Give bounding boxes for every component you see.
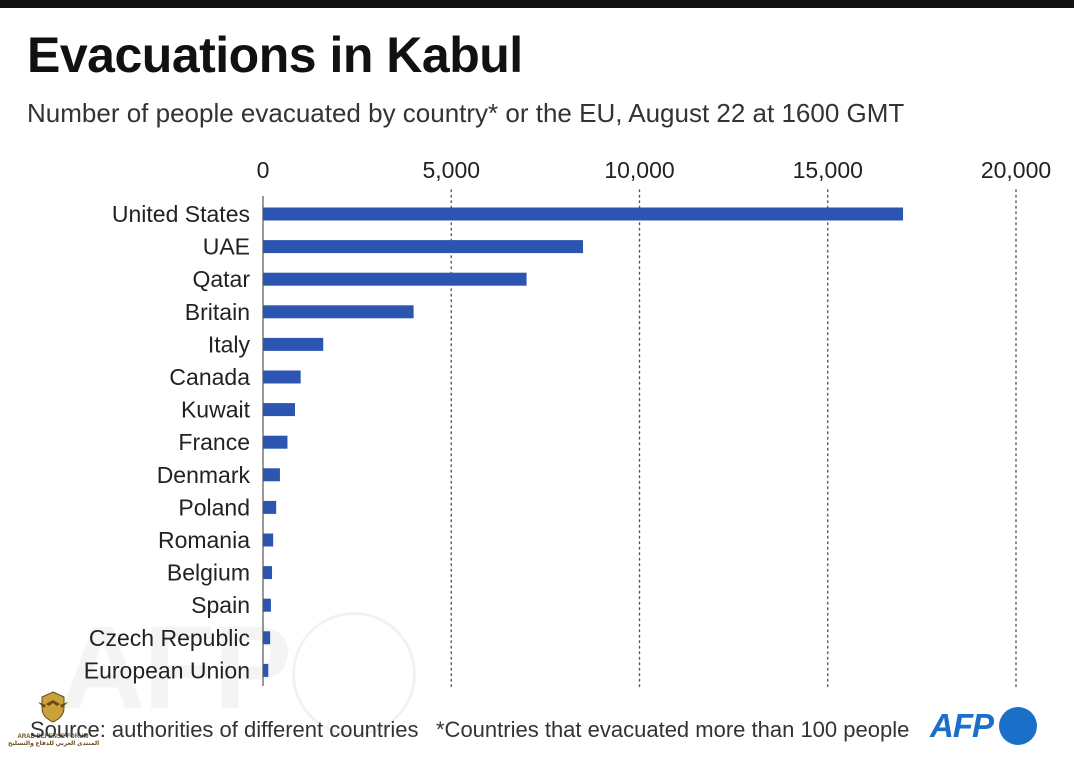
source-note: Source: authorities of different countri… xyxy=(30,717,419,742)
category-label: UAE xyxy=(203,234,250,260)
category-label: Italy xyxy=(208,331,251,357)
bar xyxy=(263,337,324,351)
bar xyxy=(263,435,288,449)
category-label: France xyxy=(178,429,250,455)
category-label: United States xyxy=(112,201,250,227)
category-label: Poland xyxy=(178,494,250,520)
bar xyxy=(263,468,280,482)
category-label: Romania xyxy=(158,527,250,553)
forum-text-en: ARAB DEFENSE FORUM xyxy=(17,734,89,740)
chart-subtitle: Number of people evacuated by country* o… xyxy=(27,98,905,128)
bar xyxy=(263,272,527,286)
category-label: Canada xyxy=(169,364,250,390)
category-label: Czech Republic xyxy=(89,625,250,651)
category-label: Spain xyxy=(191,592,250,618)
top-rule xyxy=(0,0,1074,8)
watermark-circle-icon xyxy=(292,612,416,736)
bar xyxy=(263,631,271,645)
afp-watermark: AFP xyxy=(60,600,292,736)
bar xyxy=(263,500,277,514)
category-label: Denmark xyxy=(157,462,251,488)
bar xyxy=(263,207,904,221)
category-label: Qatar xyxy=(192,266,250,292)
x-tick-label: 0 xyxy=(257,157,270,183)
afp-logo-text: AFP xyxy=(930,707,994,744)
category-label: Belgium xyxy=(167,560,250,586)
category-label: Kuwait xyxy=(181,397,251,423)
category-label: Britain xyxy=(185,299,250,325)
bar xyxy=(263,533,274,547)
forum-text: ARAB DEFENSE FORUM المنتدى العربي للدفاع… xyxy=(8,734,100,748)
bar xyxy=(263,403,296,417)
bar xyxy=(263,305,414,319)
forum-badge: ARAB DEFENSE FORUM المنتدى العربي للدفاع… xyxy=(8,690,100,756)
afp-logo-dot-icon xyxy=(999,707,1037,745)
chart-title: Evacuations in Kabul xyxy=(27,27,523,83)
x-tick-label: 10,000 xyxy=(604,157,674,183)
x-tick-label: 5,000 xyxy=(422,157,480,183)
bar xyxy=(263,370,301,384)
category-label: European Union xyxy=(84,657,250,683)
footnote: *Countries that evacuated more than 100 … xyxy=(436,717,910,742)
eagle-emblem-icon xyxy=(38,691,68,723)
bar xyxy=(263,240,584,254)
bar xyxy=(263,663,269,677)
bar xyxy=(263,598,271,612)
forum-text-ar: المنتدى العربي للدفاع والتسليح xyxy=(8,741,100,747)
x-tick-label: 15,000 xyxy=(793,157,863,183)
afp-logo: AFP xyxy=(930,704,1037,748)
bar xyxy=(263,566,273,580)
x-tick-label: 20,000 xyxy=(981,157,1051,183)
